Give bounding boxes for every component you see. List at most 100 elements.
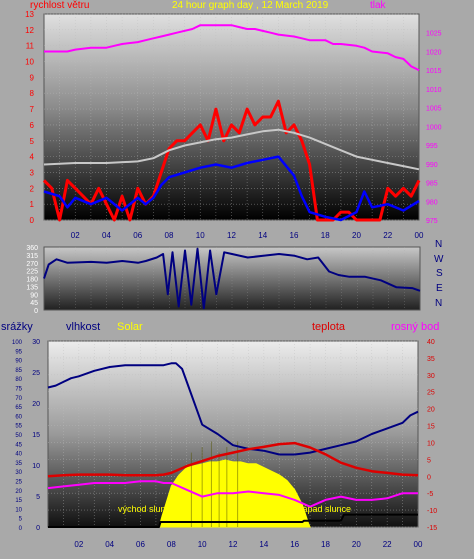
pressure-tick: 1005 bbox=[426, 106, 442, 113]
wind-gust-line bbox=[42, 99, 421, 222]
direction-label-n-bottom: N bbox=[435, 298, 443, 309]
rain-label: srážky bbox=[1, 321, 33, 333]
rain-tick: 0 bbox=[19, 526, 23, 532]
temperature-tick: 5 bbox=[427, 457, 431, 464]
direction-tick: 225 bbox=[26, 269, 38, 276]
direction-label-e: E bbox=[436, 283, 443, 294]
wind-speed-tick: 0 bbox=[30, 216, 35, 225]
pressure-tick: 1025 bbox=[426, 31, 442, 38]
wind-speed-tick: 3 bbox=[30, 168, 35, 177]
pressure-tick: 1000 bbox=[426, 124, 442, 131]
wind-speed-tick: 6 bbox=[30, 121, 35, 130]
wind-speed-tick: 9 bbox=[30, 73, 35, 82]
humidity-tick: 20 bbox=[32, 401, 40, 408]
sunrise-annotation: východ slunce bbox=[118, 504, 176, 514]
direction-tick: 270 bbox=[26, 261, 38, 268]
pressure-tick: 1015 bbox=[426, 68, 442, 75]
weather-x-tick: 06 bbox=[136, 540, 145, 549]
rain-tick: 55 bbox=[15, 424, 22, 430]
weather-x-tick: 02 bbox=[74, 540, 83, 549]
temperature-label: teplota bbox=[312, 321, 346, 333]
rain-line bbox=[48, 513, 418, 528]
weather-x-tick: 14 bbox=[259, 540, 268, 549]
temperature-tick: 15 bbox=[427, 424, 435, 431]
wind-speed-tick: 4 bbox=[30, 153, 35, 162]
direction-tick: 180 bbox=[26, 277, 38, 284]
wind-speed-tick: 5 bbox=[30, 137, 35, 146]
rain-tick: 10 bbox=[15, 507, 22, 513]
wind-trend-line bbox=[43, 128, 420, 171]
humidity-tick: 5 bbox=[36, 494, 40, 501]
temperature-tick: 10 bbox=[427, 440, 435, 447]
rain-tick: 60 bbox=[15, 414, 22, 420]
dewpoint-label: rosný bod bbox=[391, 321, 440, 333]
temperature-tick: 35 bbox=[427, 356, 435, 363]
wind-speed-tick: 7 bbox=[30, 105, 35, 114]
temperature-tick: 0 bbox=[427, 474, 431, 481]
weather-x-tick: 16 bbox=[290, 540, 299, 549]
temperature-line bbox=[47, 441, 419, 478]
wind-x-tick: 16 bbox=[290, 231, 299, 240]
dewpoint-line bbox=[47, 480, 418, 508]
direction-tick: 360 bbox=[26, 245, 38, 252]
weather-x-tick: 12 bbox=[229, 540, 238, 549]
sunset-annotation: západ slunce bbox=[298, 504, 352, 514]
rain-tick: 50 bbox=[15, 433, 22, 439]
pressure-tick: 980 bbox=[426, 199, 438, 206]
pressure-tick: 990 bbox=[426, 162, 438, 169]
rain-tick: 90 bbox=[15, 359, 22, 365]
pressure-tick: 985 bbox=[426, 181, 438, 188]
pressure-label: tlak bbox=[370, 0, 386, 11]
humidity-tick: 15 bbox=[32, 432, 40, 439]
temperature-tick: 30 bbox=[427, 373, 435, 380]
humidity-tick: 10 bbox=[32, 463, 40, 470]
direction-tick: 135 bbox=[26, 284, 38, 291]
rain-tick: 65 bbox=[15, 405, 22, 411]
direction-tick: 45 bbox=[30, 300, 38, 307]
humidity-label: vlhkost bbox=[66, 321, 101, 333]
temperature-tick: -15 bbox=[427, 525, 437, 532]
rain-tick: 80 bbox=[15, 377, 22, 383]
rain-tick: 25 bbox=[15, 480, 22, 486]
weather-x-tick: 22 bbox=[383, 540, 392, 549]
temperature-tick: 40 bbox=[427, 339, 435, 346]
rain-tick: 40 bbox=[15, 452, 22, 458]
graph-title: 24 hour graph day , 12 March 2019 bbox=[172, 0, 329, 11]
rain-tick: 5 bbox=[19, 517, 23, 523]
humidity-tick: 25 bbox=[32, 370, 40, 377]
temperature-tick: -10 bbox=[427, 508, 437, 515]
wind-speed-tick: 13 bbox=[25, 10, 34, 19]
temperature-tick: 25 bbox=[427, 390, 435, 397]
wind-direction-line bbox=[43, 247, 421, 310]
wind-speed-tick: 10 bbox=[25, 58, 34, 67]
humidity-tick: 30 bbox=[32, 339, 40, 346]
wind-speed-tick: 8 bbox=[30, 89, 35, 98]
temperature-tick: -5 bbox=[427, 491, 433, 498]
wind-speed-tick: 11 bbox=[26, 42, 35, 51]
pressure-tick: 995 bbox=[426, 143, 438, 150]
wind-x-tick: 20 bbox=[352, 231, 361, 240]
rain-tick: 95 bbox=[15, 349, 22, 355]
humidity-tick: 0 bbox=[36, 525, 40, 532]
wind-x-tick: 04 bbox=[102, 231, 111, 240]
direction-label-w: W bbox=[434, 254, 444, 265]
weather-x-tick: 00 bbox=[414, 540, 423, 549]
pressure-tick: 1010 bbox=[426, 87, 442, 94]
wind-speed-label: rychlost větru bbox=[30, 0, 90, 11]
rain-tick: 70 bbox=[15, 396, 22, 402]
wind-x-tick: 14 bbox=[258, 231, 267, 240]
rain-tick: 85 bbox=[15, 368, 22, 374]
rain-tick: 30 bbox=[15, 470, 22, 476]
direction-label-n-top: N bbox=[435, 239, 443, 250]
direction-plot-area bbox=[44, 247, 420, 310]
wind-x-tick: 18 bbox=[321, 231, 330, 240]
weather-x-tick: 04 bbox=[105, 540, 114, 549]
rain-tick: 45 bbox=[15, 442, 22, 448]
wind-average-line bbox=[43, 155, 420, 222]
weather-x-tick: 10 bbox=[198, 540, 207, 549]
rain-tick: 20 bbox=[15, 489, 22, 495]
rain-tick: 100 bbox=[12, 340, 23, 346]
temperature-tick: 20 bbox=[427, 407, 435, 414]
wind-x-tick: 02 bbox=[71, 231, 80, 240]
